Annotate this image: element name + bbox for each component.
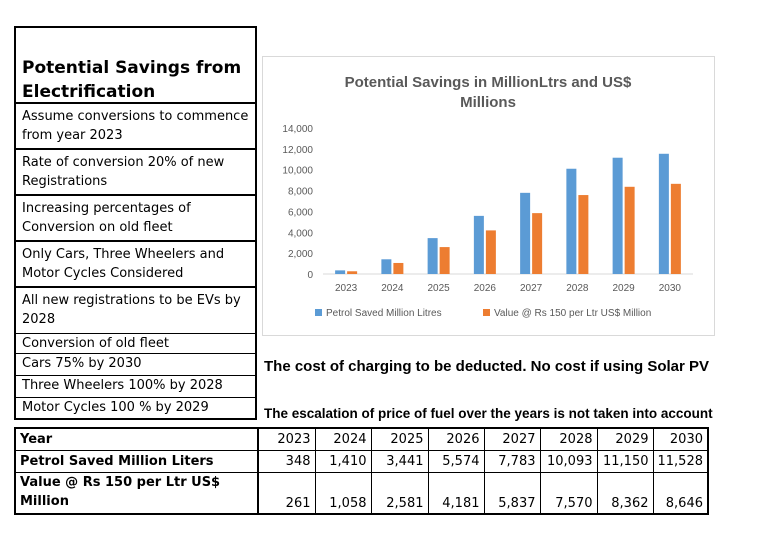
legend-swatch [315, 309, 322, 316]
chart-title: Potential Savings in MillionLtrs and US$… [345, 74, 632, 111]
bar-petrol [427, 238, 438, 274]
x-tick-label: 2029 [613, 283, 636, 294]
x-tick-label: 2025 [428, 283, 451, 294]
table-row: Petrol Saved Million Liters 348 1,410 3,441… [14, 449, 709, 473]
condition-item: Motor Cycles 100 % by 2029 [14, 398, 257, 420]
year-cell: 2024 [314, 427, 372, 451]
y-tick-label: 14,000 [282, 124, 313, 135]
bar-petrol [381, 259, 392, 274]
y-tick-label: 4,000 [288, 228, 313, 239]
x-tick-label: 2027 [520, 283, 543, 294]
bar-value [485, 230, 496, 274]
chart-svg: Potential Savings in MillionLtrs and US$… [282, 74, 693, 319]
condition-item: Cars 75% by 2030 [14, 354, 257, 376]
table-header-row: Year 2023 2024 2025 2026 2027 2028 2029 2030 [14, 427, 709, 451]
x-tick-label: 2028 [566, 283, 589, 294]
value-cell: 4,181 [427, 471, 485, 515]
value-cell: 2,581 [370, 471, 429, 515]
value-cell: 1,058 [314, 471, 372, 515]
y-tick-label: 12,000 [282, 145, 313, 156]
bar-value [532, 213, 543, 274]
legend-label: Value @ Rs 150 per Ltr US$ Million [494, 308, 651, 319]
y-tick-label: 0 [307, 270, 313, 281]
x-tick-label: 2023 [335, 283, 358, 294]
row-label: Value @ Rs 150 per Ltr US$ Million [14, 471, 259, 515]
bar-value [578, 195, 589, 274]
bar-value [624, 186, 635, 274]
year-cell: 2029 [596, 427, 654, 451]
value-cell: 1,410 [314, 449, 372, 473]
legend-swatch [483, 309, 490, 316]
x-tick-label: 2030 [659, 283, 682, 294]
savings-chart: Potential Savings in MillionLtrs and US$… [262, 56, 715, 336]
value-cell: 7,783 [483, 449, 541, 473]
value-cell: 5,574 [427, 449, 485, 473]
legend-label: Petrol Saved Million Litres [326, 308, 442, 319]
condition-item: Increasing percentages of Conversion on … [14, 196, 257, 242]
table-row: Value @ Rs 150 per Ltr US$ Million 261 1,0… [14, 471, 709, 515]
bar-petrol [612, 157, 623, 274]
panel-title: Potential Savings from Electrification [14, 26, 257, 104]
year-cell: 2028 [539, 427, 598, 451]
bar-value [439, 247, 450, 274]
y-tick-label: 2,000 [288, 249, 313, 260]
charging-note: The cost of charging to be deducted. No … [264, 358, 710, 375]
value-cell: 261 [257, 471, 316, 515]
condition-item: All new registrations to be EVs by 2028 [14, 288, 257, 334]
bar-petrol [335, 270, 346, 274]
bar-value [393, 262, 404, 274]
bar-petrol [566, 168, 577, 274]
value-cell: 5,837 [483, 471, 541, 515]
y-tick-label: 8,000 [288, 187, 313, 198]
bar-petrol [520, 192, 531, 274]
x-tick-label: 2026 [474, 283, 497, 294]
bar-value [670, 183, 681, 274]
y-tick-label: 10,000 [282, 166, 313, 177]
row-label: Petrol Saved Million Liters [14, 449, 259, 473]
condition-item: Three Wheelers 100% by 2028 [14, 376, 257, 398]
condition-item: Conversion of old fleet [14, 334, 257, 354]
x-tick-label: 2024 [381, 283, 404, 294]
value-cell: 10,093 [539, 449, 598, 473]
condition-item: Rate of conversion 20% of new Registrati… [14, 150, 257, 196]
data-table: Year 2023 2024 2025 2026 2027 2028 2029 2030 Petr… [14, 427, 709, 515]
value-cell: 11,150 [596, 449, 654, 473]
value-cell: 7,570 [539, 471, 598, 515]
escalation-note: The escalation of price of fuel over the… [264, 406, 713, 421]
condition-item: Only Cars, Three Wheelers and Motor Cycl… [14, 242, 257, 288]
value-cell: 11,528 [652, 449, 709, 473]
year-cell: 2023 [257, 427, 316, 451]
condition-item: Assume conversions to commence from year… [14, 104, 257, 150]
value-cell: 8,646 [652, 471, 709, 515]
year-label: Year [14, 427, 259, 451]
year-cell: 2026 [427, 427, 485, 451]
bar-petrol [473, 215, 484, 274]
value-cell: 348 [257, 449, 316, 473]
y-tick-label: 6,000 [288, 207, 313, 218]
value-cell: 3,441 [370, 449, 429, 473]
year-cell: 2030 [652, 427, 709, 451]
bar-value [347, 271, 358, 274]
bar-petrol [658, 153, 669, 274]
value-cell: 8,362 [596, 471, 654, 515]
year-cell: 2025 [370, 427, 429, 451]
year-cell: 2027 [483, 427, 541, 451]
